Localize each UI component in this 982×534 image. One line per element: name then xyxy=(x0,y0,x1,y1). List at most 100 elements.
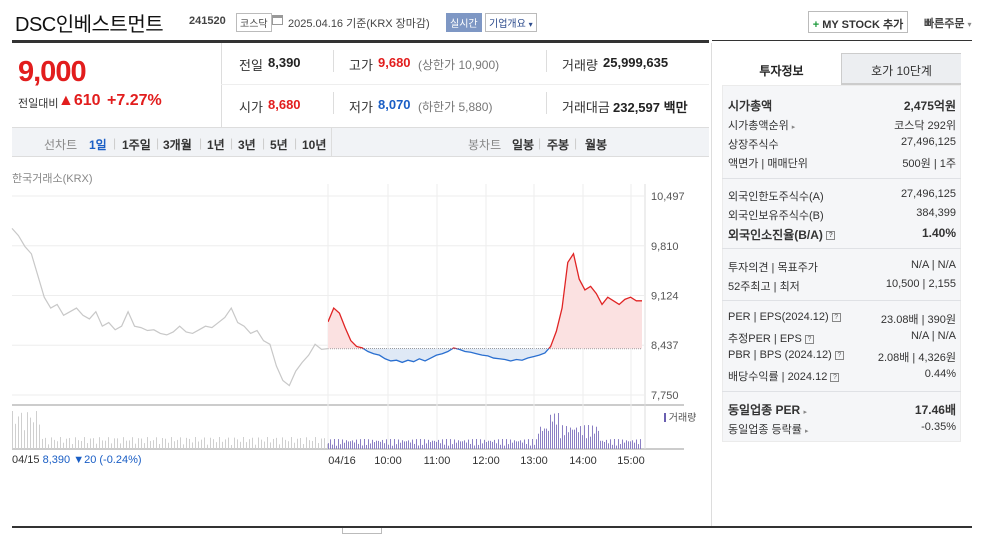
y-tick-label: 9,124 xyxy=(651,290,679,302)
volume-bar xyxy=(334,439,335,449)
tab-3m[interactable]: 3개월 xyxy=(163,138,192,152)
volume-bar xyxy=(264,441,265,449)
up-area xyxy=(328,253,642,349)
y-tick-label: 10,497 xyxy=(651,191,685,203)
tab-1d[interactable]: 1일 xyxy=(89,138,107,152)
volume-bar xyxy=(640,439,641,449)
company-info-dropdown[interactable]: 기업개요 ▾ xyxy=(485,13,537,32)
volume-bar xyxy=(222,441,223,449)
prev-day-change: ▼20 (-0.24%) xyxy=(73,454,142,466)
volume-bar xyxy=(165,438,166,449)
help-icon[interactable]: ? xyxy=(834,350,844,360)
volume-bar xyxy=(147,437,148,449)
help-icon[interactable]: ? xyxy=(826,231,836,241)
tab-3y[interactable]: 3년 xyxy=(238,138,256,152)
separator: | xyxy=(230,136,234,150)
volume-bar xyxy=(258,437,259,449)
volume-bar xyxy=(636,439,637,449)
volume-bar xyxy=(344,442,345,449)
company-info-label: 기업개요 xyxy=(489,19,526,30)
today-series-up xyxy=(328,252,642,349)
tab-daily[interactable]: 일봉 xyxy=(512,138,535,152)
est-per-label-wrap: 추정PER | EPS ? xyxy=(728,330,814,346)
sector-chg-link[interactable]: 동일업종 등락률 ▸ xyxy=(728,421,808,437)
volume-bar xyxy=(364,439,365,449)
volume-bar xyxy=(171,437,172,449)
tab-order-book[interactable]: 호가 10단계 xyxy=(842,54,961,84)
volume-bar xyxy=(488,440,489,449)
volume-bar xyxy=(354,442,355,449)
volume-bar xyxy=(568,432,569,449)
volume-bar xyxy=(261,439,262,449)
realtime-tag[interactable]: 실시간 xyxy=(446,13,482,32)
volume-bar xyxy=(273,438,274,449)
stock-name: DSC인베스트먼트 xyxy=(15,14,164,36)
week52-label: 52주최고 | 최저 xyxy=(728,281,800,293)
volume-bar xyxy=(356,439,357,449)
tab-invest-info[interactable]: 투자정보 xyxy=(722,53,842,85)
volume-bar xyxy=(572,429,573,449)
separator: | xyxy=(538,136,542,150)
help-icon[interactable]: ? xyxy=(830,372,840,382)
opinion-label: 투자의견 | 목표주가 xyxy=(728,262,818,274)
volume-bar xyxy=(382,439,383,449)
volume-bar xyxy=(616,445,617,449)
volume-bar xyxy=(84,437,85,449)
volume-bar xyxy=(474,445,475,449)
tab-1y[interactable]: 1년 xyxy=(207,138,225,152)
help-icon[interactable]: ? xyxy=(804,334,814,344)
volume-bar xyxy=(180,437,181,449)
tab-monthly[interactable]: 월봉 xyxy=(585,138,608,152)
separator: | xyxy=(156,136,160,150)
market-cap-rank-value: 코스닥 292위 xyxy=(894,120,956,132)
volume-bar xyxy=(327,443,328,449)
volume-bar xyxy=(324,438,325,449)
per-label: PER | EPS(2024.12) xyxy=(728,311,829,323)
volume-bar xyxy=(410,442,411,449)
current-price: 9,000 xyxy=(18,56,87,88)
volume-bar xyxy=(396,444,397,449)
sector-per-link[interactable]: 동일업종 PER ▸ xyxy=(728,401,807,418)
volume-bar xyxy=(255,444,256,449)
tab-10y[interactable]: 10년 xyxy=(302,138,327,152)
volume-bar xyxy=(502,439,503,449)
volume-bar xyxy=(150,440,151,449)
tab-1w[interactable]: 1주일 xyxy=(122,138,151,152)
volume-bar xyxy=(39,424,40,449)
volume-bar xyxy=(186,437,187,449)
divider xyxy=(333,50,334,72)
volume-bar xyxy=(78,440,79,449)
volume-bar xyxy=(526,444,527,449)
volume-bar xyxy=(270,442,271,449)
volume-bar xyxy=(622,439,623,449)
volume-bar xyxy=(480,439,481,449)
volume-bar xyxy=(592,425,593,449)
quick-order-button[interactable]: 빠른주문 ▾ xyxy=(924,15,972,31)
volume-bar xyxy=(388,444,389,449)
prev-day-close: 8,390 xyxy=(42,454,71,466)
tab-weekly[interactable]: 주봉 xyxy=(547,138,570,152)
volume-bar xyxy=(504,445,505,449)
volume-bar xyxy=(454,439,455,449)
market-cap-rank-link[interactable]: 시가총액순위 ▸ xyxy=(728,117,795,133)
chart-period-tabs: 선차트 1일 | 1주일 | 3개월 | 1년 | 3년 | 5년 | 10년 … xyxy=(12,127,709,157)
help-icon[interactable]: ? xyxy=(831,312,841,322)
market-tag: 코스닥 xyxy=(236,13,272,32)
volume-bar xyxy=(560,438,561,449)
volume-bar xyxy=(36,411,37,449)
volume-bar xyxy=(418,445,419,449)
volume-bar xyxy=(570,427,571,449)
volume-bar xyxy=(378,440,379,449)
foreign-ratio-label-wrap: 외국인소진율(B/A) ? xyxy=(728,226,836,243)
prev-close-label: 전일 xyxy=(239,58,263,73)
tab-5y[interactable]: 5년 xyxy=(270,138,288,152)
my-stock-add-button[interactable]: + MY STOCK 추가 xyxy=(808,11,908,33)
resize-handle[interactable] xyxy=(342,528,382,534)
low-value: 8,070 xyxy=(378,97,411,112)
market-cap-rank-label: 시가총액순위 xyxy=(728,120,789,132)
volume-bar xyxy=(390,439,391,449)
volume-bar xyxy=(426,443,427,449)
arrow-right-icon: ▸ xyxy=(803,409,808,416)
divider xyxy=(331,127,332,157)
volume-value: 25,999,635 xyxy=(603,55,669,70)
